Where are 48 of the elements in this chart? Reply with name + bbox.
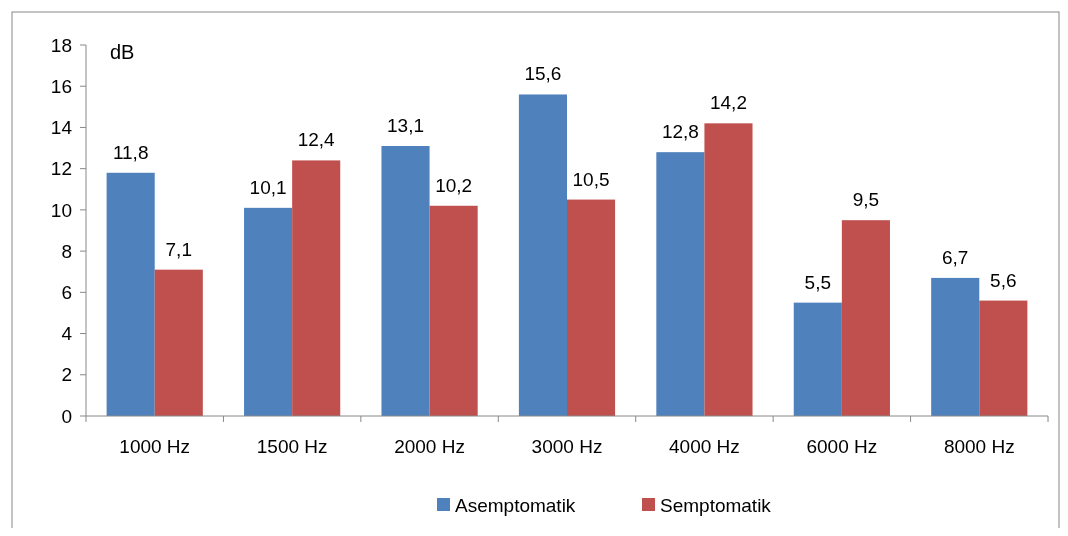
data-label: 7,1 [165, 238, 192, 260]
x-tick-label: 2000 Hz [394, 436, 465, 457]
bar [979, 300, 1028, 416]
y-tick-label: 2 [61, 364, 72, 386]
data-label: 10,1 [249, 176, 287, 198]
legend-label: Semptomatik [660, 494, 772, 516]
bar [793, 302, 842, 416]
bar [106, 172, 155, 416]
x-tick-label: 1500 Hz [256, 436, 328, 457]
y-tick-label: 4 [61, 323, 73, 345]
data-label: 12,4 [297, 129, 336, 151]
data-label: 13,1 [387, 114, 425, 136]
x-tick-label: 1000 Hz [119, 436, 191, 457]
x-tick-label: 4000 Hz [669, 436, 740, 457]
y-tick-label: 10 [50, 199, 72, 221]
y-tick-label: 8 [61, 240, 72, 262]
data-label: 9,5 [852, 189, 880, 211]
y-tick-label: 14 [50, 117, 73, 139]
bar [841, 220, 890, 416]
bar [154, 269, 203, 416]
y-tick-label: 18 [50, 34, 72, 56]
bar [518, 94, 567, 416]
y-axis-title: dB [110, 41, 135, 63]
y-tick-label: 0 [61, 405, 72, 427]
x-tick-label: 8000 Hz [943, 436, 1015, 457]
bar [429, 205, 478, 416]
y-tick-label: 6 [61, 281, 72, 303]
bar [292, 160, 341, 416]
data-label: 15,6 [524, 63, 562, 85]
x-tick-label: 3000 Hz [531, 436, 603, 457]
y-tick-label: 16 [50, 75, 72, 97]
bar [704, 123, 753, 416]
y-tick-label: 12 [50, 158, 72, 180]
data-label: 5,5 [804, 271, 832, 293]
bar [931, 277, 980, 416]
bar [381, 145, 430, 416]
data-label: 14,2 [709, 92, 747, 114]
data-label: 11,8 [112, 141, 149, 163]
bar [244, 207, 293, 416]
x-tick-label: 6000 Hz [806, 436, 878, 457]
bar [656, 152, 705, 416]
data-label: 12,8 [661, 121, 699, 143]
data-label: 10,5 [572, 168, 610, 190]
data-label: 10,2 [435, 174, 473, 196]
bar [567, 199, 616, 416]
data-label: 6,7 [942, 246, 969, 268]
legend-label: Asemptomatik [455, 494, 576, 516]
data-label: 5,6 [990, 269, 1017, 291]
